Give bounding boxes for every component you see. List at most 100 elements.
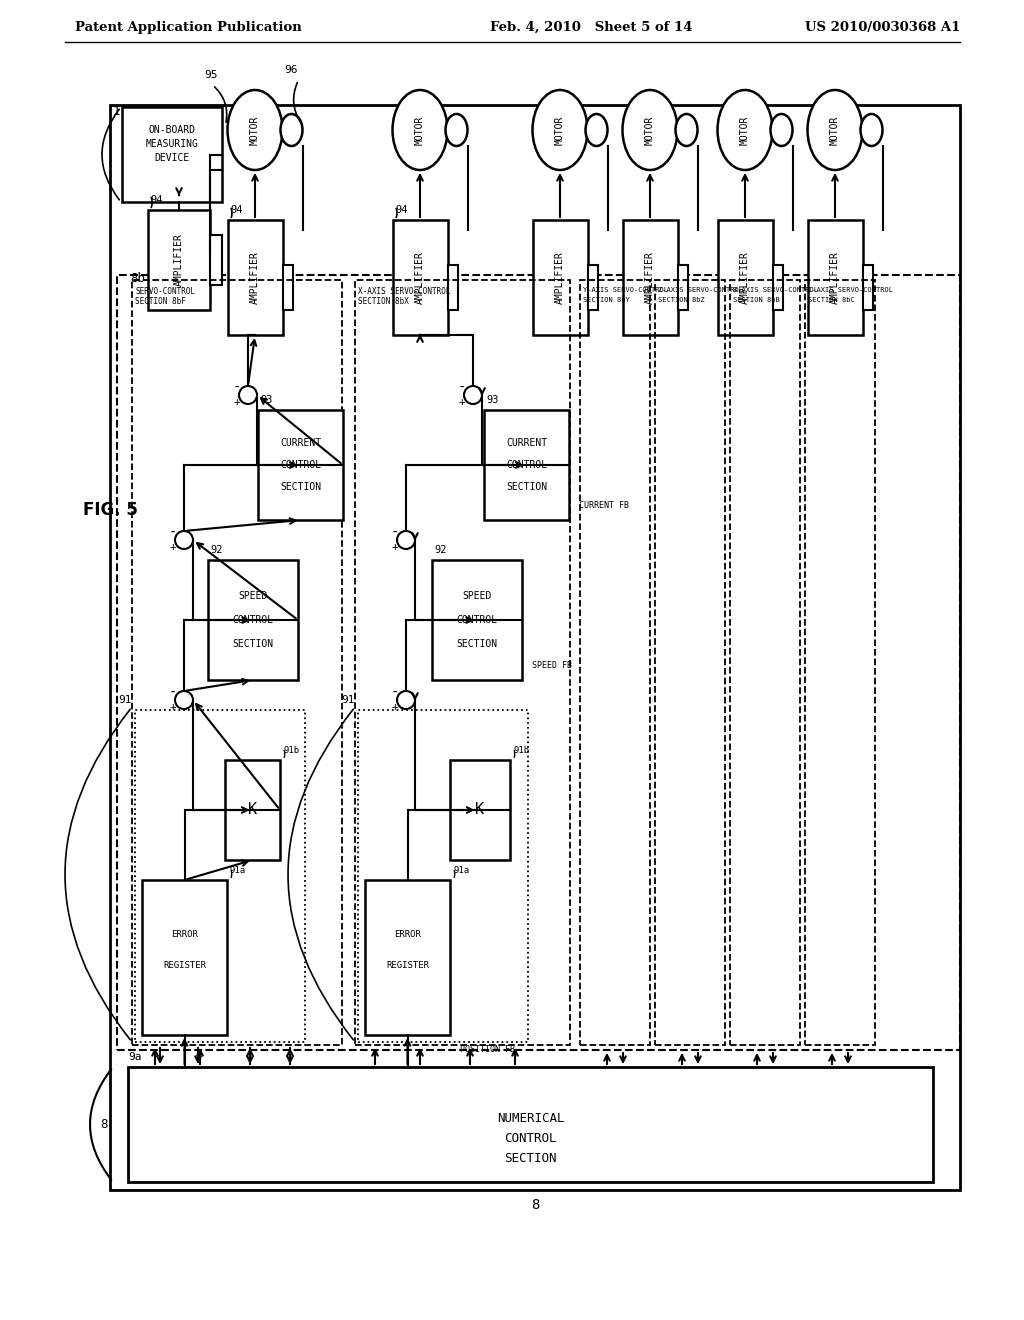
Bar [210, 235, 222, 285]
Bar [258, 411, 343, 520]
Text: CONTROL: CONTROL [232, 615, 273, 624]
Text: 92: 92 [210, 545, 222, 554]
Text: 8: 8 [100, 1118, 108, 1131]
Ellipse shape [281, 114, 302, 147]
Text: 91b: 91b [513, 746, 529, 755]
Circle shape [397, 531, 415, 549]
Text: CURRENT: CURRENT [506, 438, 547, 447]
Bar [805, 280, 874, 1045]
Text: 91: 91 [341, 696, 355, 705]
Text: SECTION 8bC: SECTION 8bC [808, 297, 855, 304]
Bar [623, 220, 678, 335]
Text: CONTROL: CONTROL [504, 1131, 557, 1144]
Text: +: + [233, 397, 241, 407]
Circle shape [239, 385, 257, 404]
Text: FIG. 5: FIG. 5 [83, 502, 138, 519]
Ellipse shape [392, 90, 447, 170]
Text: AMPLIFIER: AMPLIFIER [555, 251, 565, 304]
Text: SECTION 8bX: SECTION 8bX [358, 297, 409, 306]
Bar [534, 220, 588, 335]
Text: -: - [232, 381, 242, 395]
Text: MOTOR: MOTOR [415, 115, 425, 145]
Circle shape [397, 690, 415, 709]
Bar [225, 760, 280, 861]
Bar [432, 560, 522, 680]
Text: +: + [459, 397, 465, 407]
Text: K: K [248, 803, 257, 817]
Text: AMPLIFIER: AMPLIFIER [250, 251, 260, 304]
Text: 91a: 91a [230, 866, 246, 875]
Circle shape [175, 531, 193, 549]
Bar [358, 710, 528, 1041]
Text: CONTROL: CONTROL [506, 459, 547, 470]
Bar [863, 265, 873, 310]
Text: ERROR: ERROR [171, 929, 198, 939]
Ellipse shape [676, 114, 697, 147]
Ellipse shape [808, 90, 862, 170]
Ellipse shape [718, 90, 772, 170]
Text: SERVO-CONTROL: SERVO-CONTROL [135, 286, 196, 296]
Text: 91a: 91a [453, 866, 469, 875]
Text: SPEED: SPEED [239, 591, 267, 601]
Text: 91b: 91b [283, 746, 299, 755]
Bar [580, 280, 650, 1045]
Text: MOTOR: MOTOR [740, 115, 750, 145]
Bar [208, 560, 298, 680]
Text: 96: 96 [285, 65, 298, 75]
Text: SECTION 8bZ: SECTION 8bZ [658, 297, 705, 304]
Ellipse shape [445, 114, 468, 147]
Bar [132, 280, 342, 1045]
Bar [142, 880, 227, 1035]
Text: CONTROL: CONTROL [457, 615, 498, 624]
Bar [773, 265, 783, 310]
Text: SECTION: SECTION [232, 639, 273, 649]
Text: 93: 93 [260, 395, 272, 405]
Bar [135, 710, 305, 1041]
Text: Patent Application Publication: Patent Application Publication [75, 21, 302, 33]
Text: SECTION 8bB: SECTION 8bB [733, 297, 779, 304]
Bar [283, 265, 293, 310]
Bar [117, 275, 961, 1049]
Bar [484, 411, 569, 520]
Text: REGISTER: REGISTER [163, 961, 206, 970]
Text: SECTION: SECTION [504, 1152, 557, 1166]
Ellipse shape [227, 90, 283, 170]
Text: NUMERICAL: NUMERICAL [497, 1113, 564, 1125]
Text: SECTION 8bF: SECTION 8bF [135, 297, 186, 306]
Text: SPEED: SPEED [462, 591, 492, 601]
Text: REGISTER: REGISTER [386, 961, 429, 970]
Text: K: K [475, 803, 484, 817]
Text: B-AXIS SERVO-CONTROL: B-AXIS SERVO-CONTROL [733, 286, 818, 293]
Ellipse shape [860, 114, 883, 147]
Bar [393, 220, 449, 335]
Text: 92: 92 [434, 545, 446, 554]
Text: MOTOR: MOTOR [830, 115, 840, 145]
Text: 8b: 8b [130, 272, 145, 285]
Text: +: + [391, 543, 398, 552]
Text: AMPLIFIER: AMPLIFIER [645, 251, 655, 304]
Text: SPEED FB: SPEED FB [532, 661, 572, 671]
Text: ON-BOARD: ON-BOARD [148, 125, 196, 135]
Text: AMPLIFIER: AMPLIFIER [740, 251, 750, 304]
Bar [449, 265, 458, 310]
Text: DEVICE: DEVICE [155, 153, 189, 162]
Ellipse shape [623, 90, 678, 170]
Bar [355, 280, 570, 1045]
Text: AMPLIFIER: AMPLIFIER [830, 251, 840, 304]
Text: POSITION FB: POSITION FB [460, 1045, 515, 1053]
Text: SECTION: SECTION [280, 482, 322, 492]
Text: ERROR: ERROR [394, 929, 421, 939]
Text: 94: 94 [150, 195, 163, 205]
Text: 91: 91 [119, 696, 132, 705]
Text: 1: 1 [113, 106, 120, 117]
Circle shape [464, 385, 482, 404]
Text: +: + [170, 543, 176, 552]
Text: AMPLIFIER: AMPLIFIER [415, 251, 425, 304]
Bar [718, 220, 773, 335]
Bar [678, 265, 688, 310]
Text: +: + [391, 702, 398, 711]
Text: 94: 94 [395, 205, 408, 215]
Text: MOTOR: MOTOR [250, 115, 260, 145]
Text: 94: 94 [230, 205, 243, 215]
Text: SECTION 8bY: SECTION 8bY [583, 297, 630, 304]
